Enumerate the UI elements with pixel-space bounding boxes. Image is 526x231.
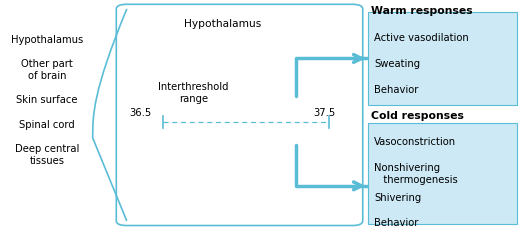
Text: Warm responses: Warm responses	[371, 6, 472, 16]
Text: Shivering: Shivering	[375, 192, 421, 202]
Text: 37.5: 37.5	[313, 108, 335, 118]
Text: Hypothalamus: Hypothalamus	[11, 35, 83, 45]
Text: Behavior: Behavior	[375, 85, 419, 94]
Text: Hypothalamus: Hypothalamus	[185, 19, 262, 29]
Text: Active vasodilation: Active vasodilation	[375, 33, 469, 43]
Text: 36.5: 36.5	[129, 108, 151, 118]
FancyBboxPatch shape	[368, 123, 518, 224]
Text: Cold responses: Cold responses	[371, 111, 463, 121]
Text: Nonshivering
   thermogenesis: Nonshivering thermogenesis	[375, 162, 458, 184]
Text: Behavior: Behavior	[375, 218, 419, 228]
Text: Spinal cord: Spinal cord	[19, 120, 75, 130]
Text: Deep central
tissues: Deep central tissues	[15, 144, 79, 165]
Text: Other part
of brain: Other part of brain	[21, 59, 73, 80]
Text: Skin surface: Skin surface	[16, 94, 78, 104]
FancyBboxPatch shape	[368, 13, 518, 105]
Text: Vasoconstriction: Vasoconstriction	[375, 136, 457, 146]
Text: Interthreshold
range: Interthreshold range	[158, 82, 229, 103]
Text: Sweating: Sweating	[375, 59, 420, 69]
